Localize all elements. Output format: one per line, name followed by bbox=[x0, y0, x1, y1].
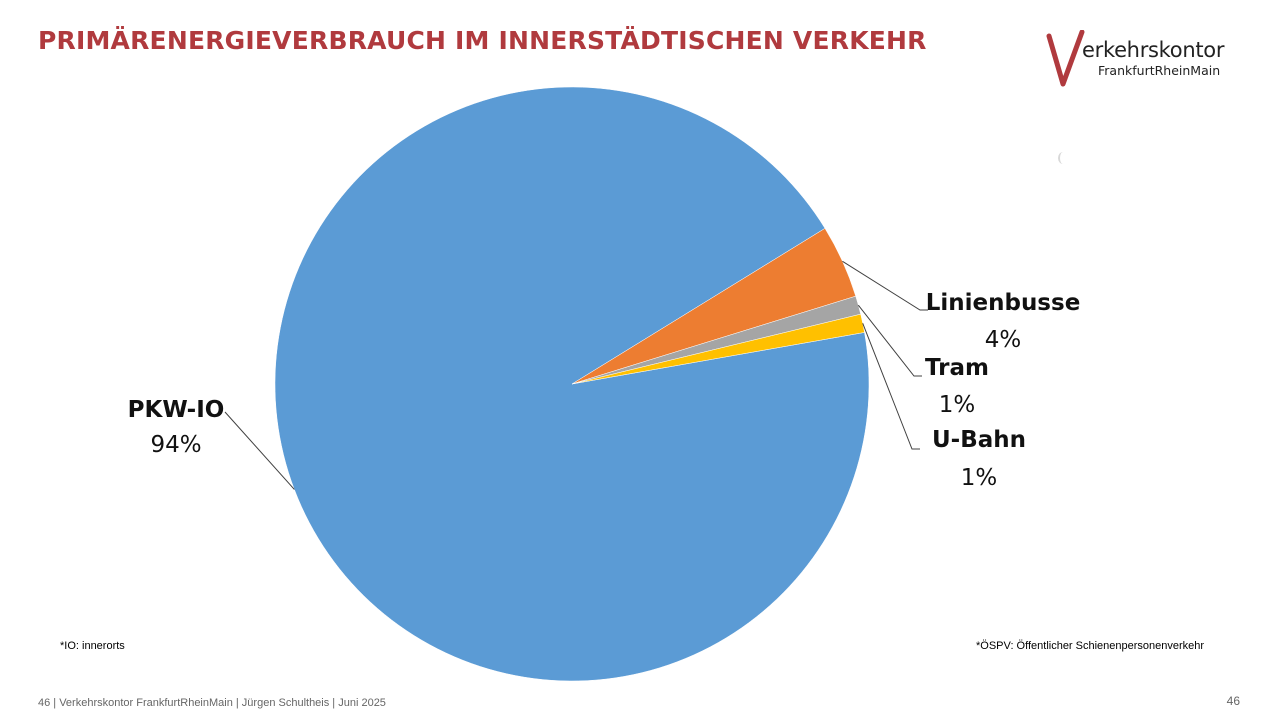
slice-label-linienbusse: Linienbusse bbox=[926, 290, 1081, 316]
slice-value-linienbusse: 4% bbox=[985, 327, 1022, 353]
logo-v-mark bbox=[1046, 30, 1085, 87]
slice-value-pkw-io: 94% bbox=[150, 432, 201, 458]
leader-line-linienbusse bbox=[842, 260, 928, 311]
leader-line-tram bbox=[857, 304, 922, 377]
slice-label-pkw-io: PKW-IO bbox=[128, 397, 225, 423]
logo-wordmark: erkehrskontor bbox=[1082, 38, 1225, 62]
verkehrskontor-logo: erkehrskontor FrankfurtRheinMain bbox=[1046, 30, 1246, 90]
slide-title: PRIMÄRENERGIEVERBRAUCH IM INNERSTÄDTISCH… bbox=[38, 26, 927, 55]
footnote-oespv: *ÖSPV: Öffentlicher Schienenpersonenverk… bbox=[976, 640, 1205, 652]
pie-slice-u-bahn bbox=[571, 313, 865, 385]
decorative-mark bbox=[1058, 152, 1068, 164]
slice-label-tram: Tram bbox=[925, 355, 989, 381]
footnote-io: *IO: innerorts bbox=[60, 640, 125, 652]
page-number: 46 bbox=[1226, 694, 1240, 708]
slice-value-u-bahn: 1% bbox=[961, 465, 998, 491]
leader-line-pkw-io bbox=[224, 411, 295, 490]
slide-footer: 46 | Verkehrskontor FrankfurtRheinMain |… bbox=[38, 697, 386, 709]
slice-label-u-bahn: U-Bahn bbox=[932, 427, 1026, 453]
slice-value-tram: 1% bbox=[939, 392, 976, 418]
logo-subtitle: FrankfurtRheinMain bbox=[1098, 63, 1221, 78]
leader-line-u-bahn bbox=[862, 323, 920, 450]
